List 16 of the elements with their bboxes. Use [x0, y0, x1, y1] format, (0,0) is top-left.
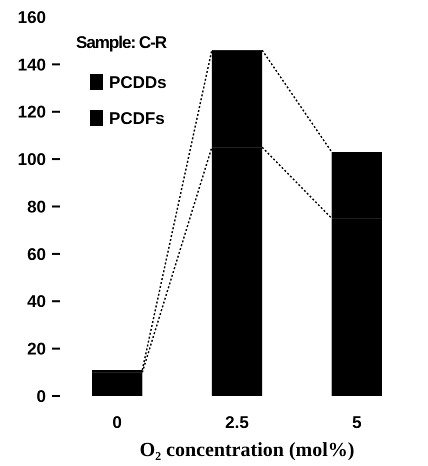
y-tick-label: 120 — [18, 102, 46, 122]
legend-label: PCDFs — [109, 108, 165, 128]
y-tick-label: 100 — [18, 150, 46, 170]
text: Sample: C-R — [76, 33, 167, 52]
x-tick-label: 2.5 — [225, 413, 249, 432]
y-tick-label: 80 — [27, 197, 46, 216]
x-axis-title: O₂ concentration (mol%) — [140, 439, 354, 461]
y-tick-label: 160 — [18, 8, 46, 27]
x-tick-label: 0 — [112, 413, 122, 432]
y-tick-label: 40 — [27, 292, 46, 312]
y-tick-label: 20 — [27, 340, 46, 359]
y-tick-label: 140 — [18, 55, 46, 74]
legend-label: PCDDs — [109, 72, 167, 92]
y-tick-label: 0 — [36, 386, 46, 406]
x-tick-label: 5 — [352, 413, 362, 432]
y-tick-label: 60 — [27, 244, 46, 264]
